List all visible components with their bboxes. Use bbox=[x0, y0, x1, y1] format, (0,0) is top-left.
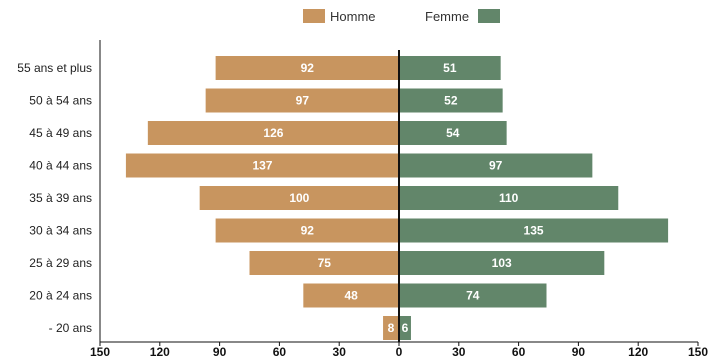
bar-homme-25-a-29-ans bbox=[249, 251, 399, 275]
x-tick-label-5: 0 bbox=[396, 345, 403, 359]
value-label-femme-35-a-39-ans: 110 bbox=[499, 191, 519, 205]
bars-group: 92 51 97 52 126 54 137 97 100 110 92 135 75 103 48 74 8 6 bbox=[125, 56, 669, 340]
value-label-femme-55-ans-et-plus: 51 bbox=[443, 61, 457, 75]
category-label-30-a-34-ans: 30 à 34 ans bbox=[29, 224, 92, 238]
x-tick-label-10: 150 bbox=[688, 345, 708, 359]
legend-label-homme: Homme bbox=[330, 9, 376, 24]
category-label-45-a-49-ans: 45 à 49 ans bbox=[29, 126, 92, 140]
x-tick-label-8: 90 bbox=[572, 345, 586, 359]
value-label-homme-20-ans: 8 bbox=[388, 321, 395, 335]
value-label-homme-50-a-54-ans: 97 bbox=[296, 94, 310, 108]
category-label-50-a-54-ans: 50 à 54 ans bbox=[29, 94, 92, 108]
x-tick-label-7: 60 bbox=[512, 345, 526, 359]
legend-swatch-femme bbox=[478, 9, 500, 23]
value-label-femme-45-a-49-ans: 54 bbox=[446, 126, 460, 140]
x-tick-label-3: 60 bbox=[273, 345, 287, 359]
bar-femme-35-a-39-ans bbox=[399, 186, 619, 210]
x-tick-label-9: 120 bbox=[628, 345, 648, 359]
bar-femme-40-a-44-ans bbox=[399, 153, 593, 178]
x-tick-label-4: 30 bbox=[333, 345, 347, 359]
bar-femme-20-ans bbox=[399, 316, 411, 340]
bar-homme-20-a-24-ans bbox=[303, 283, 399, 308]
value-label-femme-25-a-29-ans: 103 bbox=[492, 256, 512, 270]
value-label-femme-20-ans: 6 bbox=[402, 321, 409, 335]
category-label-20-a-24-ans: 20 à 24 ans bbox=[29, 289, 92, 303]
legend: Homme Femme bbox=[303, 9, 500, 24]
x-tick-label-1: 120 bbox=[150, 345, 170, 359]
axes-group: 55 ans et plus 50 à 54 ans 45 à 49 ans 40 à… bbox=[17, 40, 708, 359]
bar-femme-30-a-34-ans bbox=[399, 218, 669, 243]
bar-femme-20-a-24-ans bbox=[399, 283, 547, 308]
bar-homme-30-a-34-ans bbox=[215, 218, 399, 243]
bar-homme-20-ans bbox=[383, 316, 399, 340]
value-label-femme-30-a-34-ans: 135 bbox=[524, 224, 544, 238]
bar-femme-25-a-29-ans bbox=[399, 251, 605, 275]
legend-label-femme: Femme bbox=[425, 9, 469, 24]
value-label-femme-40-a-44-ans: 97 bbox=[489, 159, 503, 173]
category-label-35-a-39-ans: 35 à 39 ans bbox=[29, 191, 92, 205]
value-label-homme-40-a-44-ans: 137 bbox=[252, 159, 272, 173]
bar-homme-50-a-54-ans bbox=[205, 88, 399, 113]
bar-homme-35-a-39-ans bbox=[199, 186, 399, 210]
category-label-20-ans: - 20 ans bbox=[49, 321, 92, 335]
x-tick-label-2: 90 bbox=[213, 345, 227, 359]
bar-homme-40-a-44-ans bbox=[125, 153, 399, 178]
category-label-55-ans-et-plus: 55 ans et plus bbox=[17, 61, 92, 75]
value-label-homme-20-a-24-ans: 48 bbox=[344, 289, 358, 303]
value-label-homme-55-ans-et-plus: 92 bbox=[301, 61, 315, 75]
x-tick-label-6: 30 bbox=[452, 345, 466, 359]
bar-femme-55-ans-et-plus bbox=[399, 56, 501, 80]
value-label-femme-20-a-24-ans: 74 bbox=[466, 289, 480, 303]
category-label-25-a-29-ans: 25 à 29 ans bbox=[29, 256, 92, 270]
value-label-homme-30-a-34-ans: 92 bbox=[301, 224, 315, 238]
x-tick-label-0: 150 bbox=[90, 345, 110, 359]
category-label-40-a-44-ans: 40 à 44 ans bbox=[29, 159, 92, 173]
value-label-femme-50-a-54-ans: 52 bbox=[444, 94, 458, 108]
value-label-homme-45-a-49-ans: 126 bbox=[263, 126, 283, 140]
value-label-homme-35-a-39-ans: 100 bbox=[289, 191, 309, 205]
bar-femme-45-a-49-ans bbox=[399, 121, 507, 145]
bar-homme-45-a-49-ans bbox=[147, 121, 399, 145]
legend-swatch-homme bbox=[303, 9, 325, 23]
value-label-homme-25-a-29-ans: 75 bbox=[318, 256, 332, 270]
bar-homme-55-ans-et-plus bbox=[215, 56, 399, 80]
bar-femme-50-a-54-ans bbox=[399, 88, 503, 113]
